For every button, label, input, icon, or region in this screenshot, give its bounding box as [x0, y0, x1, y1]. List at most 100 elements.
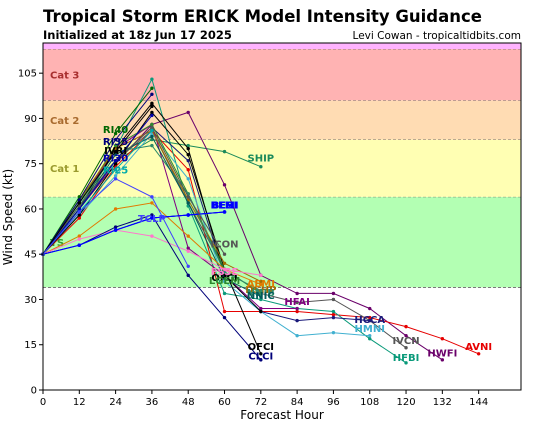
- point-avni: [222, 309, 227, 314]
- init-time: Initialized at 18z Jun 17 2025: [43, 28, 232, 42]
- point-dshp: [259, 279, 263, 284]
- point-ri35: [113, 137, 118, 142]
- point-ship: [222, 149, 227, 154]
- x-tick-label: 60: [218, 397, 231, 408]
- x-tick-label: 120: [396, 397, 415, 408]
- point-aemi: [113, 207, 118, 211]
- point-avni: [331, 312, 336, 317]
- point-ofci: [113, 161, 118, 166]
- point-ri30: [150, 113, 154, 118]
- plot-frame: [42, 42, 522, 391]
- series-label-fsse: FSSE: [211, 267, 239, 278]
- point-dshp: [113, 146, 118, 151]
- point-avni: [77, 216, 82, 220]
- band-cat-2: [43, 100, 521, 140]
- point-hfai: [259, 306, 263, 311]
- x-tick-label: 36: [146, 397, 159, 408]
- point-nnic: [222, 276, 227, 281]
- point-avni: [113, 165, 118, 169]
- point-ri35: [77, 198, 82, 202]
- point-avni: [404, 324, 408, 329]
- point-hcca: [331, 315, 336, 320]
- x-tick-label: 0: [40, 397, 46, 408]
- point-nnib: [259, 288, 263, 293]
- band-band-5: [43, 43, 521, 50]
- point-hcca: [295, 318, 299, 323]
- point-ivcn: [331, 297, 336, 302]
- point-ri30: [113, 158, 118, 163]
- series-label-bemi: BEMI: [210, 200, 238, 211]
- series-label-hmni: HMNI: [355, 324, 385, 335]
- point-hcca: [368, 318, 372, 323]
- point-nnic: [186, 201, 190, 205]
- point-ofci: [77, 213, 82, 217]
- point-besi: [186, 213, 190, 217]
- series-line-icon: [42, 126, 225, 255]
- series-label-ri30: RI30: [103, 154, 128, 165]
- point-hmni: [113, 174, 118, 178]
- point-hwfi: [295, 291, 299, 296]
- point-ri30: [77, 207, 82, 211]
- series-label-ri35: RI35: [103, 137, 128, 148]
- x-tick-label: 132: [433, 397, 452, 408]
- series-label-ofci: OFCI: [248, 342, 274, 353]
- point-nnib: [222, 270, 227, 275]
- point-ri40: [150, 86, 154, 90]
- band-label-cat-1: Cat 1: [50, 164, 79, 175]
- point-aemi: [77, 234, 82, 238]
- point-ofci: [150, 101, 154, 106]
- point-nnic: [150, 134, 154, 139]
- point-nnic: [259, 294, 263, 299]
- point-besi: [113, 228, 118, 232]
- y-axis: 0 15 30 45 60 75 90 105: [18, 69, 43, 397]
- band-label-cat-2: Cat 2: [50, 116, 79, 127]
- point-hfbi: [259, 297, 263, 302]
- point-avni: [368, 315, 372, 320]
- point-besi: [77, 243, 82, 247]
- point-ri25: [113, 168, 118, 172]
- x-tick-label: 84: [291, 397, 304, 408]
- point-icon: [77, 204, 82, 208]
- series-label-hfai: HFAI: [284, 297, 310, 308]
- series-label-ri40: RI40: [103, 125, 128, 136]
- point-aemi: [186, 234, 190, 238]
- point-ivri: [77, 201, 82, 205]
- point-avni: [295, 309, 299, 314]
- point-hwfi: [368, 306, 372, 311]
- band-band-0: [43, 287, 521, 390]
- series-line-hwfi: [42, 111, 443, 361]
- series-label-hwfi: HWFI: [427, 348, 457, 359]
- series-label-behi: BEHI: [211, 200, 238, 211]
- point-avni: [186, 168, 190, 172]
- point-clci: [150, 213, 154, 217]
- series-label-dshp: DSHP: [245, 285, 276, 296]
- point-hwfi: [404, 333, 408, 338]
- point-hfbi: [150, 77, 154, 81]
- credit-text: Levi Cowan - tropicaltidbits.com: [353, 30, 521, 42]
- point-hfbi: [404, 361, 408, 365]
- y-tick-label: 0: [31, 386, 37, 397]
- point-ship: [186, 143, 190, 148]
- point-lgem: [113, 143, 118, 148]
- band-ts: [43, 196, 521, 288]
- series-label-clci: CLCI: [248, 351, 273, 362]
- y-tick-label: 75: [24, 159, 37, 170]
- point-hmni: [331, 330, 336, 335]
- point-icon: [150, 125, 154, 130]
- series-line-ri30: [42, 115, 153, 255]
- point-nnic: [113, 152, 118, 157]
- point-hwfi: [222, 183, 227, 187]
- series-label-ivri: IVRI: [104, 146, 127, 157]
- point-besi: [222, 210, 227, 214]
- series-label-ri25: RI25: [103, 166, 128, 177]
- y-axis-label: Wind Speed (kt): [1, 169, 15, 265]
- series-label-besi: BESI: [212, 200, 237, 211]
- point-ivri: [113, 149, 118, 154]
- point-hwfi: [440, 358, 445, 362]
- series-label-avni: AVNI: [465, 342, 492, 353]
- point-ri40: [113, 131, 118, 136]
- point-aemi: [150, 201, 154, 205]
- point-fsse: [259, 273, 263, 278]
